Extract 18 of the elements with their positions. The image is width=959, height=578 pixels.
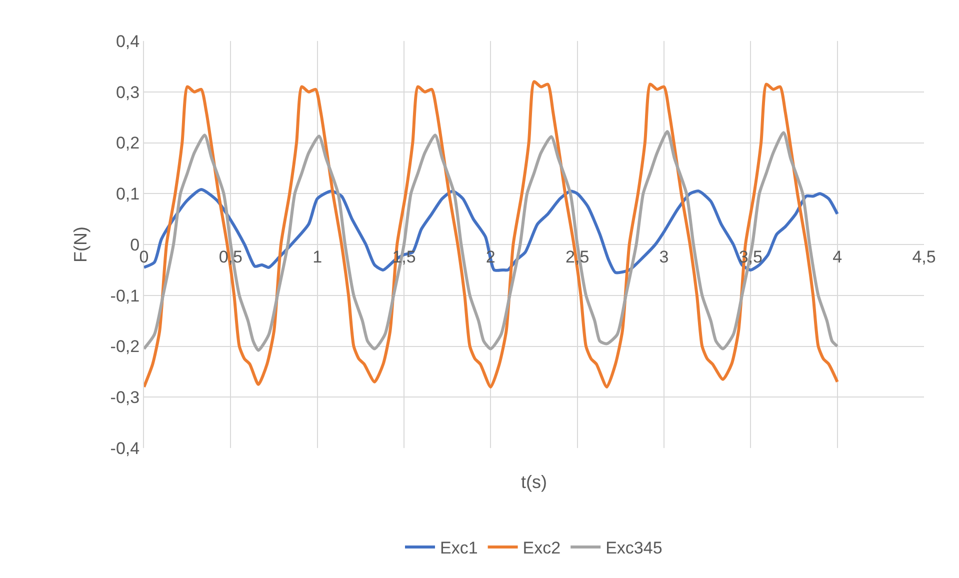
y-tick-label: -0,3 xyxy=(110,388,140,408)
y-axis-title: F(N) xyxy=(70,226,91,262)
x-tick-label: 4,5 xyxy=(912,248,936,266)
x-tick-label: 1 xyxy=(312,248,322,266)
y-tick-label: -0,4 xyxy=(110,438,140,458)
y-tick-label: -0,1 xyxy=(110,286,140,306)
y-tick-label: 0,1 xyxy=(116,184,140,204)
x-tick-label: 3 xyxy=(659,248,669,266)
y-tick-label: 0,3 xyxy=(116,82,140,102)
x-axis-title: t(s) xyxy=(521,472,547,492)
legend-label: Exc1 xyxy=(440,538,478,558)
y-tick-label: -0,2 xyxy=(110,337,140,356)
y-tick-label: 0 xyxy=(130,235,140,254)
legend-label: Exc345 xyxy=(606,538,662,558)
y-tick-label: 0,2 xyxy=(116,134,140,153)
x-tick-label: 4 xyxy=(832,248,842,266)
legend-label: Exc2 xyxy=(522,538,561,558)
y-tick-label: 0,4 xyxy=(116,32,140,51)
